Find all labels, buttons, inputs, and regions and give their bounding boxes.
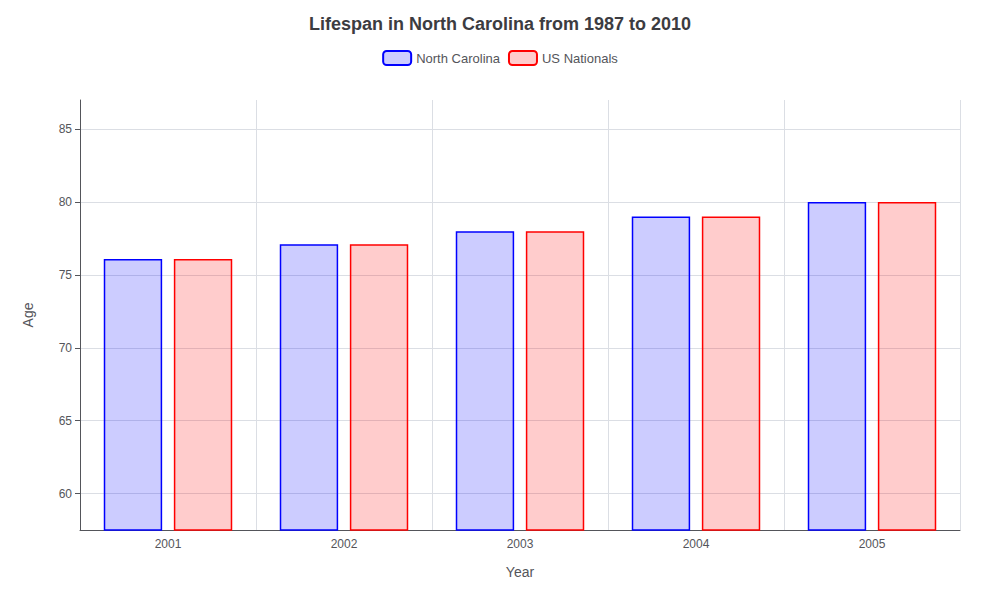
svg-text:2001: 2001 (155, 537, 182, 551)
svg-text:Age: Age (20, 302, 36, 327)
svg-text:2004: 2004 (683, 537, 710, 551)
svg-text:65: 65 (59, 414, 73, 428)
svg-text:70: 70 (59, 341, 73, 355)
svg-text:US Nationals: US Nationals (542, 51, 618, 66)
svg-text:75: 75 (59, 268, 73, 282)
svg-text:Lifespan in North Carolina fro: Lifespan in North Carolina from 1987 to … (309, 14, 691, 34)
svg-text:2005: 2005 (859, 537, 886, 551)
svg-text:2003: 2003 (507, 537, 534, 551)
svg-text:2002: 2002 (331, 537, 358, 551)
svg-text:North Carolina: North Carolina (416, 51, 501, 66)
svg-text:Year: Year (506, 564, 535, 580)
svg-text:80: 80 (59, 195, 73, 209)
svg-text:60: 60 (59, 487, 73, 501)
svg-text:85: 85 (59, 122, 73, 136)
